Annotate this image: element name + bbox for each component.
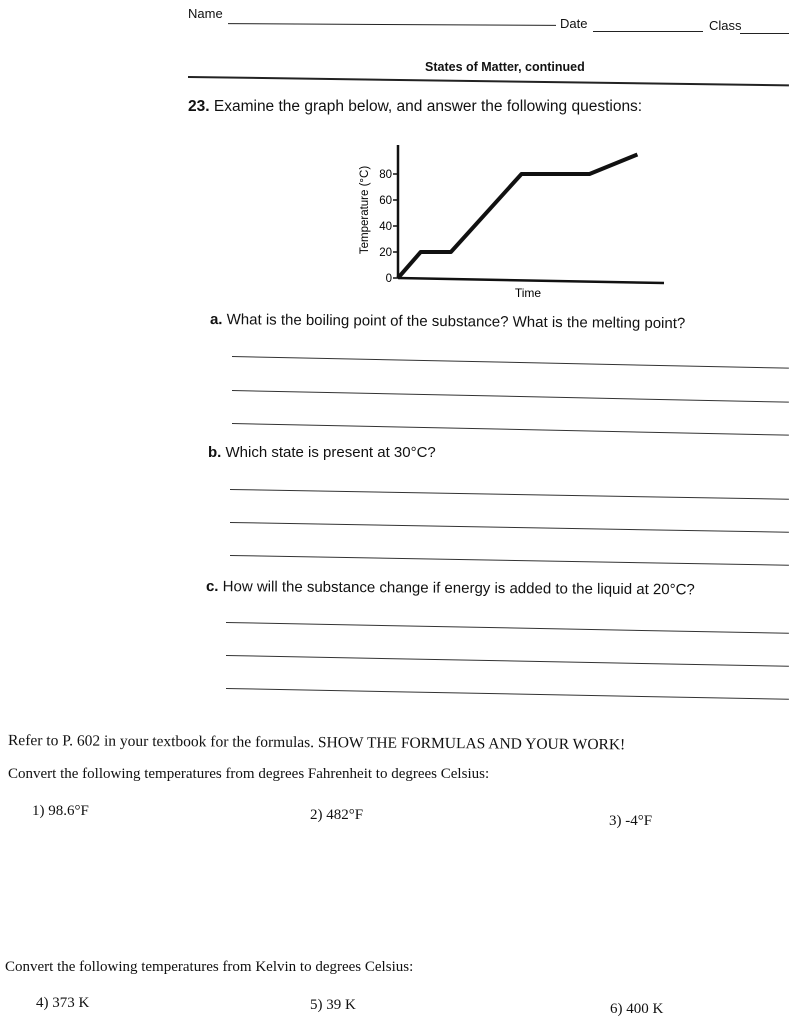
date-label: Date (560, 16, 588, 31)
question-23-prompt: 23. Examine the graph below, and answer … (188, 98, 642, 116)
part-c-answer-line-1[interactable] (225, 622, 789, 634)
y-tick-label: 40 (379, 221, 392, 233)
x-axis-label: Time (515, 286, 542, 300)
name-field-line[interactable] (227, 23, 557, 26)
chart-svg: 0 20 40 60 80 Time Temperature (°C) (359, 145, 665, 300)
problem-6: 6) 400 K (610, 1001, 664, 1017)
problem-3: 3) -4°F (609, 813, 653, 829)
part-b-answer-line-1[interactable] (229, 489, 789, 500)
formula-instruction: Refer to P. 602 in your textbook for the… (7, 732, 626, 754)
part-c-letter: c. (205, 578, 219, 596)
part-b-answer-line-3[interactable] (229, 555, 789, 566)
part-c-answer-line-3[interactable] (225, 688, 789, 700)
phase-change-graph: 0 20 40 60 80 Time Temperature (°C) (340, 140, 670, 305)
problem-4: 4) 373 K (36, 995, 90, 1011)
class-label: Class (709, 18, 742, 33)
part-a-text: What is the boiling point of the substan… (226, 311, 686, 333)
fahrenheit-to-celsius-prompt: Convert the following temperatures from … (8, 766, 490, 782)
y-tick-label: 0 (386, 273, 392, 285)
question-prompt-text: Examine the graph below, and answer the … (213, 98, 643, 115)
part-b-answer-line-2[interactable] (229, 522, 789, 533)
part-a-answer-line-2[interactable] (231, 390, 789, 403)
part-b-letter: b. (208, 444, 222, 461)
class-field-line[interactable] (740, 33, 789, 34)
y-tick-label: 80 (379, 169, 392, 181)
part-a-answer-line-3[interactable] (231, 423, 789, 436)
problem-2: 2) 482°F (310, 807, 364, 823)
series-line (396, 152, 639, 280)
part-b-text: Which state is present at 30°C? (225, 444, 436, 461)
part-a-letter: a. (209, 311, 223, 329)
problem-5: 5) 39 K (310, 997, 356, 1013)
part-b-question: b. Which state is present at 30°C? (208, 444, 436, 461)
y-tick-label: 20 (379, 247, 392, 259)
section-title: States of Matter, continued (425, 60, 585, 74)
name-label: Name (188, 6, 223, 21)
x-axis (397, 276, 665, 285)
date-field-line[interactable] (593, 31, 703, 32)
y-axis-label: Temperature (°C) (359, 166, 371, 254)
kelvin-to-celsius-prompt: Convert the following temperatures from … (5, 959, 414, 975)
part-c-answer-line-2[interactable] (225, 655, 789, 667)
part-a-question: a. What is the boiling point of the subs… (210, 311, 685, 332)
y-tick-label: 60 (379, 195, 392, 207)
part-c-text: How will the substance change if energy … (222, 578, 695, 599)
question-number: 23. (188, 98, 210, 115)
part-a-answer-line-1[interactable] (231, 356, 789, 369)
problem-1: 1) 98.6°F (32, 803, 89, 819)
header-rule (187, 76, 789, 87)
part-c-question: c. How will the substance change if ener… (206, 578, 695, 598)
